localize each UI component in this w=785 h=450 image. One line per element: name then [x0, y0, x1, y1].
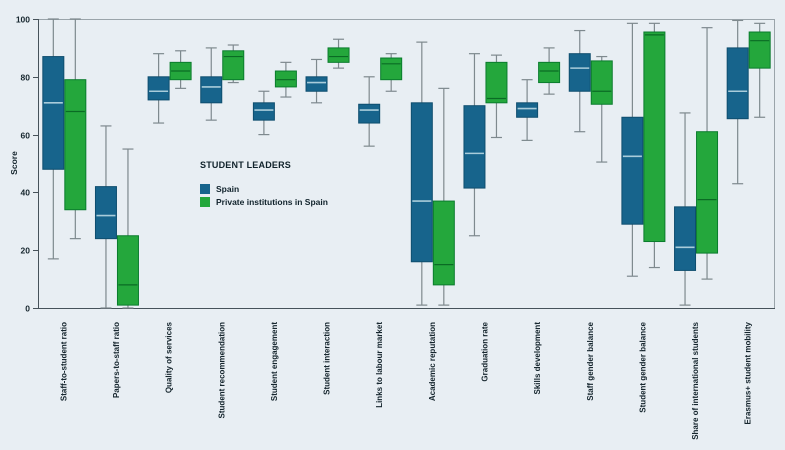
box-spain-11 — [621, 116, 644, 225]
box-private-3 — [222, 50, 245, 81]
legend: STUDENT LEADERS Spain Private institutio… — [200, 160, 328, 209]
y-tick-label-20: 20 — [21, 246, 31, 256]
legend-title: STUDENT LEADERS — [200, 160, 292, 170]
category-label-10: Staff gender balance — [586, 321, 595, 400]
box-private-13 — [748, 31, 771, 69]
category-label-3: Student recommendation — [217, 322, 226, 419]
box-private-9 — [538, 61, 561, 84]
box-spain-10 — [568, 53, 591, 92]
y-tick-label-0: 0 — [25, 304, 30, 314]
private-institutions-color-swatch — [200, 196, 210, 207]
category-label-11: Student gender balance — [638, 321, 647, 412]
box-spain-3 — [200, 76, 223, 104]
box-spain-12 — [674, 206, 697, 271]
category-label-4: Student engagement — [270, 322, 279, 401]
box-private-8 — [485, 61, 508, 104]
box-spain-4 — [252, 102, 275, 121]
box-private-5 — [327, 47, 350, 63]
category-label-13: Erasmus+ student mobility — [744, 321, 753, 424]
box-private-10 — [590, 60, 613, 105]
category-label-1: Papers-to-staff ratio — [112, 322, 121, 398]
y-axis-title: Score — [9, 151, 19, 175]
category-label-8: Graduation rate — [480, 321, 489, 381]
category-label-2: Quality of services — [165, 321, 174, 393]
box-spain-1 — [94, 186, 117, 240]
box-spain-5 — [305, 76, 328, 92]
box-spain-6 — [358, 103, 381, 124]
box-private-6 — [380, 57, 403, 81]
legend-entry-spain: Spain — [200, 183, 328, 194]
box-spain-7 — [410, 102, 433, 263]
box-private-4 — [274, 70, 297, 88]
box-spain-13 — [726, 47, 749, 120]
box-private-0 — [64, 79, 87, 211]
spain-color-swatch — [200, 183, 210, 194]
box-private-12 — [696, 131, 719, 254]
box-spain-9 — [516, 102, 539, 118]
box-spain-8 — [463, 105, 486, 189]
category-label-12: Share of international students — [691, 321, 700, 439]
y-tick-label-100: 100 — [16, 15, 30, 25]
y-tick-label-40: 40 — [21, 188, 31, 198]
y-tick-label-80: 80 — [21, 73, 31, 83]
legend-entry-private-institutions: Private institutions in Spain — [200, 196, 328, 207]
category-label-7: Academic reputation — [428, 322, 437, 401]
legend-label-private-institutions: Private institutions in Spain — [216, 196, 328, 207]
legend-label-spain: Spain — [216, 183, 240, 194]
y-tick-label-60: 60 — [21, 131, 31, 141]
box-spain-2 — [147, 76, 170, 101]
box-private-11 — [643, 31, 666, 243]
category-label-5: Student interaction — [323, 322, 332, 395]
box-spain-0 — [42, 56, 65, 170]
category-label-0: Staff-to-student ratio — [59, 322, 68, 401]
box-private-1 — [116, 235, 139, 306]
category-label-6: Links to labour market — [375, 322, 384, 408]
category-label-9: Skills development — [533, 322, 542, 395]
box-private-7 — [432, 200, 455, 286]
